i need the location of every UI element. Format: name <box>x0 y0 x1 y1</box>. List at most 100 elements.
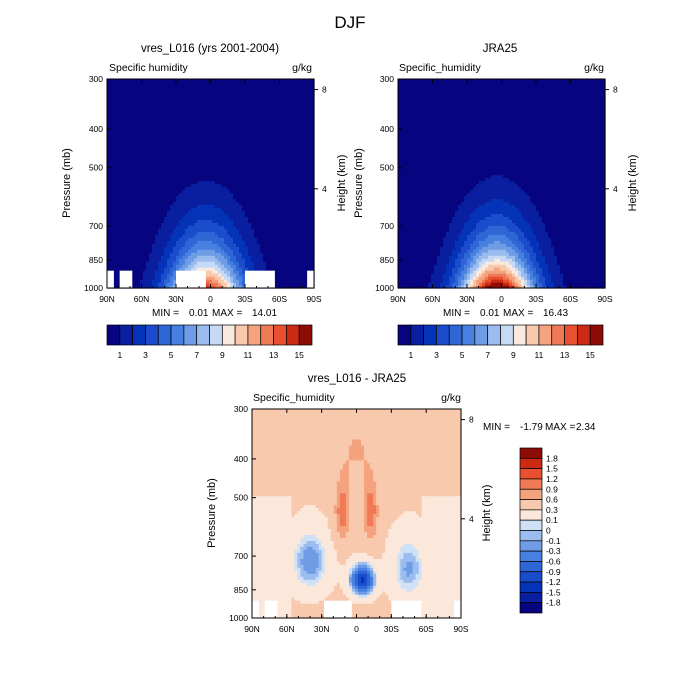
field-cell <box>311 267 315 271</box>
field-cell <box>203 153 207 158</box>
field-cell <box>254 210 258 214</box>
field-cell <box>308 186 312 191</box>
field-cell <box>275 207 279 211</box>
field-cell <box>137 183 141 188</box>
field-cell <box>275 79 279 83</box>
field-cell <box>545 285 549 289</box>
field-cell <box>212 243 216 247</box>
field-cell <box>248 135 252 140</box>
field-cell <box>233 234 237 238</box>
field-cell <box>254 207 258 211</box>
field-cell <box>149 243 153 247</box>
field-cell <box>134 228 138 232</box>
field-cell <box>197 84 201 89</box>
field-cell <box>191 165 195 170</box>
field-cell <box>185 168 189 173</box>
field-cell <box>278 189 282 194</box>
field-cell <box>218 129 222 134</box>
field-cell <box>182 147 186 152</box>
field-cell <box>206 147 210 152</box>
field-cell <box>149 189 153 194</box>
field-cell <box>143 126 147 131</box>
field-cell <box>275 90 279 95</box>
field-cell <box>116 222 120 226</box>
field-cell <box>272 150 276 155</box>
field-cell <box>290 177 294 182</box>
field-cell <box>266 153 270 158</box>
field-cell <box>185 183 189 188</box>
field-cell <box>287 273 291 277</box>
field-cell <box>185 93 189 98</box>
field-cell <box>299 120 303 125</box>
field-cell <box>287 279 291 283</box>
field-cell <box>248 114 252 119</box>
field-cell <box>290 129 294 134</box>
field-cell <box>260 90 264 95</box>
field-cell <box>152 111 156 116</box>
field-cell <box>233 132 237 137</box>
field-cell <box>302 102 306 107</box>
field-cell <box>170 231 174 235</box>
field-cell <box>242 147 246 152</box>
field-cell <box>125 213 129 217</box>
field-cell <box>179 129 183 134</box>
field-cell <box>215 180 219 185</box>
field-cell <box>215 168 219 173</box>
field-cell <box>287 135 291 140</box>
field-cell <box>221 129 225 134</box>
field-cell <box>149 153 153 158</box>
field-cell <box>191 105 195 110</box>
field-cell <box>293 93 297 98</box>
field-cell <box>218 279 222 283</box>
field-cell <box>239 168 243 173</box>
colorbar-swatch <box>273 324 287 346</box>
field-cell <box>194 153 198 158</box>
field-cell <box>203 258 207 262</box>
field-cell <box>137 147 141 152</box>
field-cell <box>122 147 126 152</box>
field-cell <box>188 225 192 229</box>
panel-model-plot-area <box>107 79 315 289</box>
field-cell <box>173 210 177 214</box>
field-cell <box>263 168 267 173</box>
field-cell <box>161 225 165 229</box>
field-cell <box>260 126 264 131</box>
field-cell <box>236 159 240 164</box>
field-cell <box>149 222 153 226</box>
field-cell <box>275 102 279 107</box>
field-cell <box>140 243 144 247</box>
field-cell <box>131 90 135 95</box>
field-cell <box>122 99 126 104</box>
field-cell <box>122 234 126 238</box>
field-cell <box>305 79 309 83</box>
field-cell <box>293 87 297 92</box>
field-cell <box>305 108 309 113</box>
field-cell <box>173 117 177 122</box>
field-cell <box>164 189 168 194</box>
field-cell <box>122 255 126 259</box>
field-cell <box>275 192 279 197</box>
field-cell <box>254 141 258 146</box>
no-data-mask <box>245 270 275 288</box>
field-cell <box>311 264 315 268</box>
field-cell <box>311 168 315 173</box>
colorbar-swatch <box>106 324 121 346</box>
field-cell <box>173 228 177 232</box>
field-cell <box>191 267 195 271</box>
field-cell <box>308 261 312 265</box>
field-cell <box>245 105 249 110</box>
field-cell <box>224 216 228 220</box>
field-cell <box>188 90 192 95</box>
field-cell <box>137 237 141 241</box>
field-cell <box>296 267 300 271</box>
field-cell <box>209 111 213 116</box>
field-cell <box>161 204 165 208</box>
field-cell <box>239 240 243 244</box>
field-cell <box>191 117 195 122</box>
field-cell <box>251 195 255 200</box>
field-cell <box>257 129 261 134</box>
field-cell <box>176 240 180 244</box>
field-cell <box>305 255 309 259</box>
field-cell <box>158 255 162 259</box>
field-cell <box>257 99 261 104</box>
